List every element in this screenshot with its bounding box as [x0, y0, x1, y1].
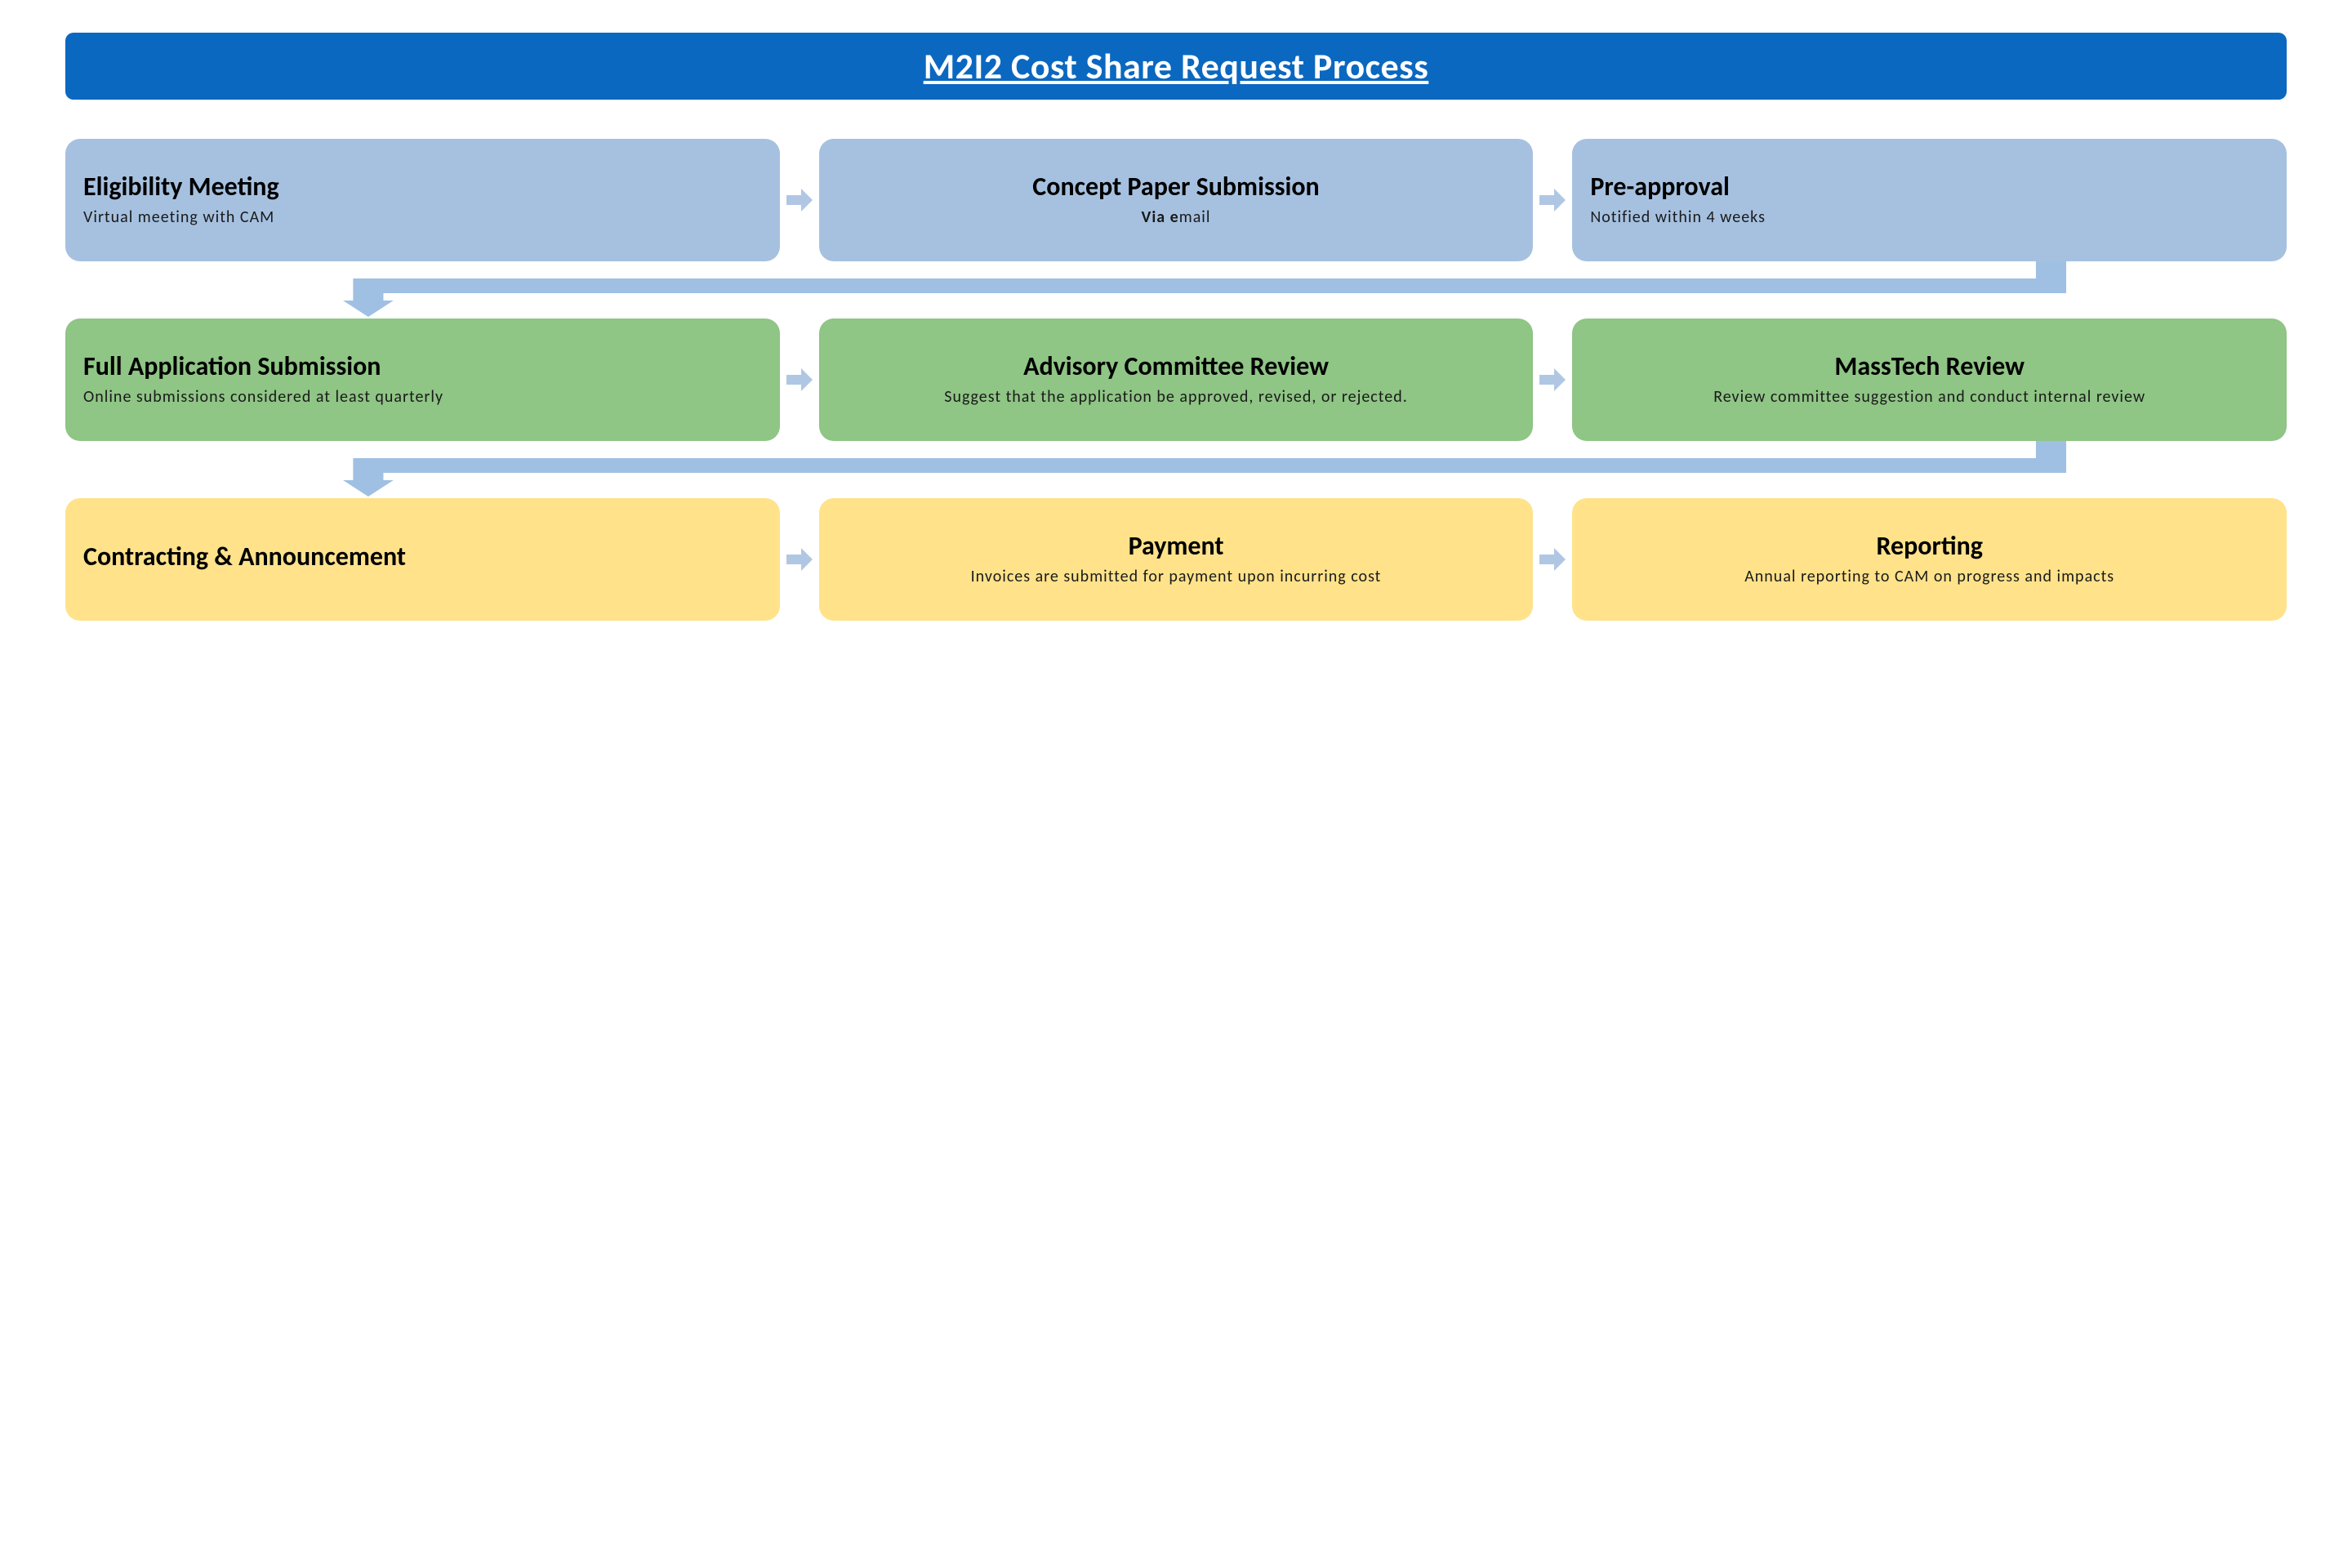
- box-subtitle: Via email: [837, 207, 1516, 228]
- page-title: M2I2 Cost Share Request Process: [924, 44, 1429, 88]
- connector-row1-row2: [65, 261, 2287, 318]
- box-subtitle: Notified within 4 weeks: [1590, 207, 2269, 228]
- box-concept-paper: Concept Paper Submission Via email: [819, 139, 1534, 261]
- box-title: Advisory Committee Review: [837, 352, 1516, 381]
- box-contracting: Contracting & Announcement: [65, 498, 780, 621]
- arrow-right-icon: [780, 139, 819, 261]
- box-title: MassTech Review: [1590, 352, 2269, 381]
- box-title: Concept Paper Submission: [837, 172, 1516, 201]
- box-subtitle: Annual reporting to CAM on progress and …: [1590, 566, 2269, 587]
- box-advisory-review: Advisory Committee Review Suggest that t…: [819, 318, 1534, 441]
- box-pre-approval: Pre-approval Notified within 4 weeks: [1572, 139, 2287, 261]
- arrow-right-icon: [780, 318, 819, 441]
- box-payment: Payment Invoices are submitted for payme…: [819, 498, 1534, 621]
- arrow-right-icon: [1533, 318, 1572, 441]
- box-subtitle: Online submissions considered at least q…: [83, 386, 762, 408]
- box-title: Contracting & Announcement: [83, 542, 762, 571]
- box-masstech-review: MassTech Review Review committee suggest…: [1572, 318, 2287, 441]
- arrow-right-icon: [1533, 498, 1572, 621]
- process-row-3: Contracting & Announcement Payment Invoi…: [65, 498, 2287, 621]
- connector-row2-row3: [65, 441, 2287, 498]
- box-subtitle: Review committee suggestion and conduct …: [1590, 386, 2269, 408]
- box-title: Pre-approval: [1590, 172, 2269, 201]
- box-subtitle: Invoices are submitted for payment upon …: [837, 566, 1516, 587]
- process-row-2: Full Application Submission Online submi…: [65, 318, 2287, 441]
- arrow-right-icon: [780, 498, 819, 621]
- box-title: Payment: [837, 532, 1516, 560]
- box-title: Full Application Submission: [83, 352, 762, 381]
- box-title: Eligibility Meeting: [83, 172, 762, 201]
- arrow-right-icon: [1533, 139, 1572, 261]
- box-reporting: Reporting Annual reporting to CAM on pro…: [1572, 498, 2287, 621]
- box-subtitle: Virtual meeting with CAM: [83, 207, 762, 228]
- title-bar: M2I2 Cost Share Request Process: [65, 33, 2287, 100]
- box-full-application: Full Application Submission Online submi…: [65, 318, 780, 441]
- box-eligibility-meeting: Eligibility Meeting Virtual meeting with…: [65, 139, 780, 261]
- process-row-1: Eligibility Meeting Virtual meeting with…: [65, 139, 2287, 261]
- box-title: Reporting: [1590, 532, 2269, 560]
- box-subtitle: Suggest that the application be approved…: [837, 386, 1516, 408]
